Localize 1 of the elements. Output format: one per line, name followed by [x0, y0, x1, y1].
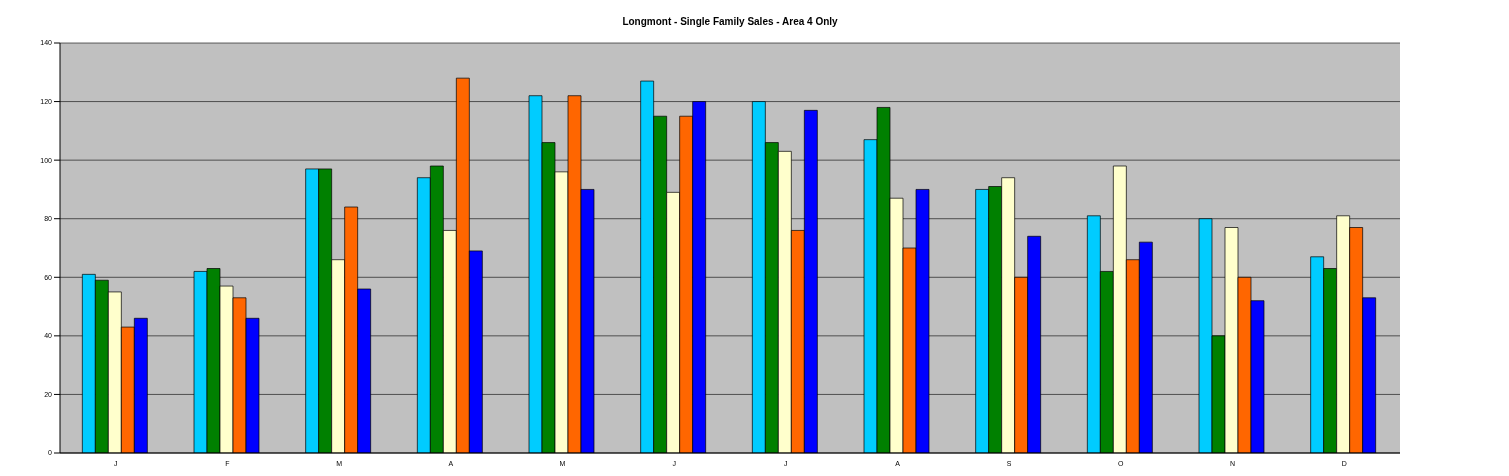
- chart-title: Longmont - Single Family Sales - Area 4 Only: [621, 16, 839, 27]
